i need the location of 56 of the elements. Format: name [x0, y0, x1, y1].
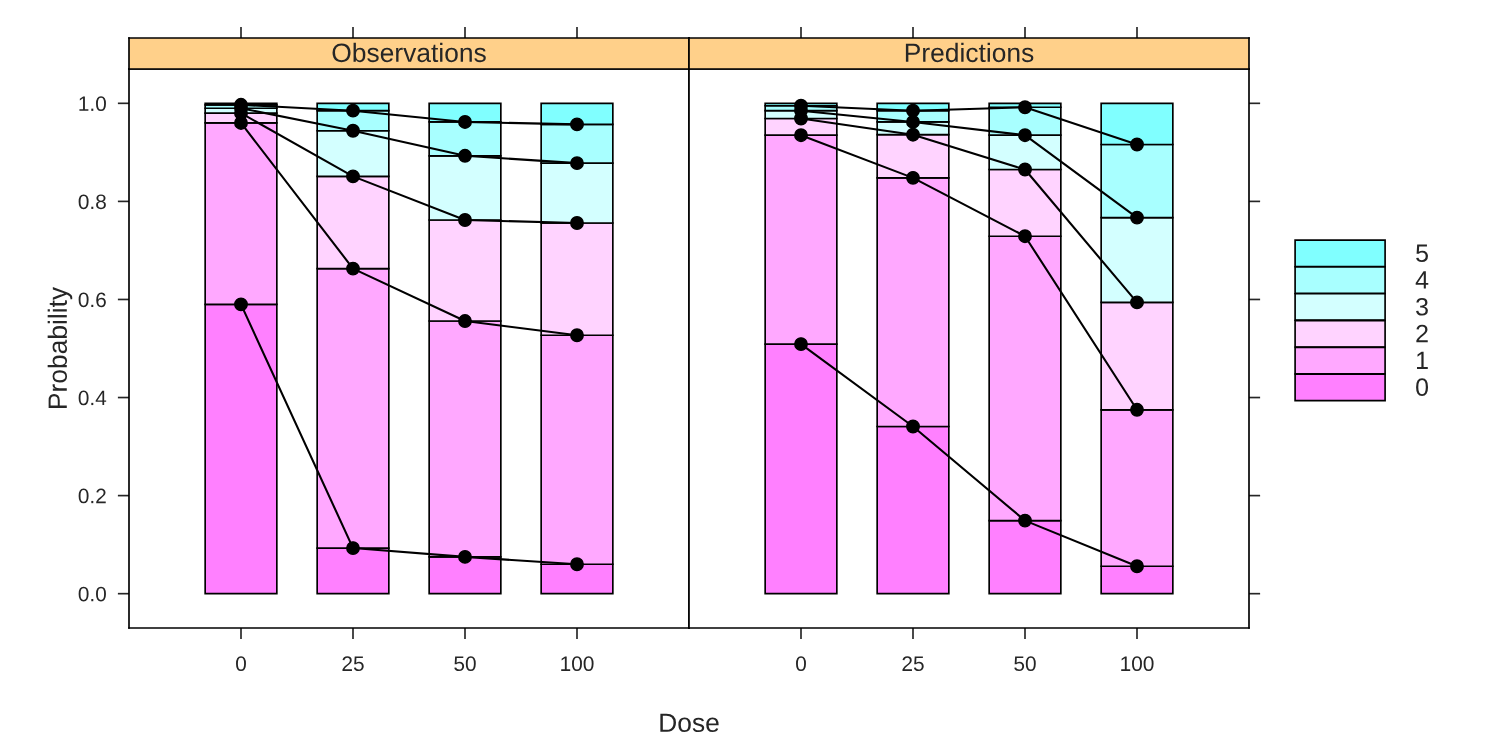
y-tick-label: 0.4	[78, 390, 107, 406]
chart-title: Predictions	[905, 42, 1034, 63]
x-tick-label: 100	[561, 656, 594, 672]
y-tick-label: 0.8	[78, 194, 106, 210]
point	[346, 123, 360, 138]
x-tick-label: 25	[342, 656, 364, 672]
legend-label: 1	[1417, 351, 1428, 369]
point	[234, 297, 248, 312]
point	[1018, 128, 1032, 143]
y-tick-label: 0.2	[78, 488, 106, 504]
legend-label: 4	[1415, 271, 1429, 289]
point	[906, 127, 920, 142]
point	[1130, 559, 1144, 574]
x-tick-label: 25	[902, 656, 924, 672]
point	[906, 419, 920, 434]
chart-title: Observations	[332, 42, 486, 63]
x-tick-label: 50	[1014, 656, 1036, 672]
legend-label: 3	[1416, 297, 1428, 316]
point	[346, 169, 360, 184]
point	[458, 213, 472, 227]
y-tick-label: 1.0	[79, 96, 106, 112]
point	[346, 103, 360, 118]
point	[1130, 210, 1144, 225]
point	[458, 549, 472, 564]
point	[906, 103, 920, 118]
x-tick-label: 100	[1121, 656, 1154, 672]
point	[1018, 513, 1032, 528]
point	[458, 148, 472, 163]
point	[458, 314, 472, 328]
x-tick-label: 50	[454, 656, 476, 672]
legend-label: 2	[1416, 324, 1428, 343]
point	[570, 117, 584, 132]
legend-label: 0	[1416, 378, 1429, 397]
x-tick-label: 0	[796, 656, 806, 672]
legend-label: 5	[1416, 244, 1428, 262]
point	[1130, 137, 1144, 152]
point	[570, 156, 584, 171]
y-tick-label: 0.6	[78, 292, 106, 308]
point	[570, 557, 584, 572]
y-tick-label: 0.0	[78, 586, 106, 602]
y-axis-title: Probability	[47, 286, 73, 408]
point	[346, 541, 360, 556]
point	[570, 328, 584, 343]
point	[906, 170, 920, 185]
point	[1018, 229, 1032, 244]
point	[794, 337, 808, 352]
x-axis-title: Dose	[660, 713, 719, 733]
point	[1018, 100, 1032, 115]
point	[346, 261, 360, 276]
point	[1130, 295, 1144, 310]
point	[570, 216, 584, 230]
x-tick-label: 0	[236, 656, 246, 672]
point	[1130, 402, 1144, 417]
point	[794, 128, 808, 143]
point	[1018, 162, 1032, 177]
point	[458, 115, 472, 129]
